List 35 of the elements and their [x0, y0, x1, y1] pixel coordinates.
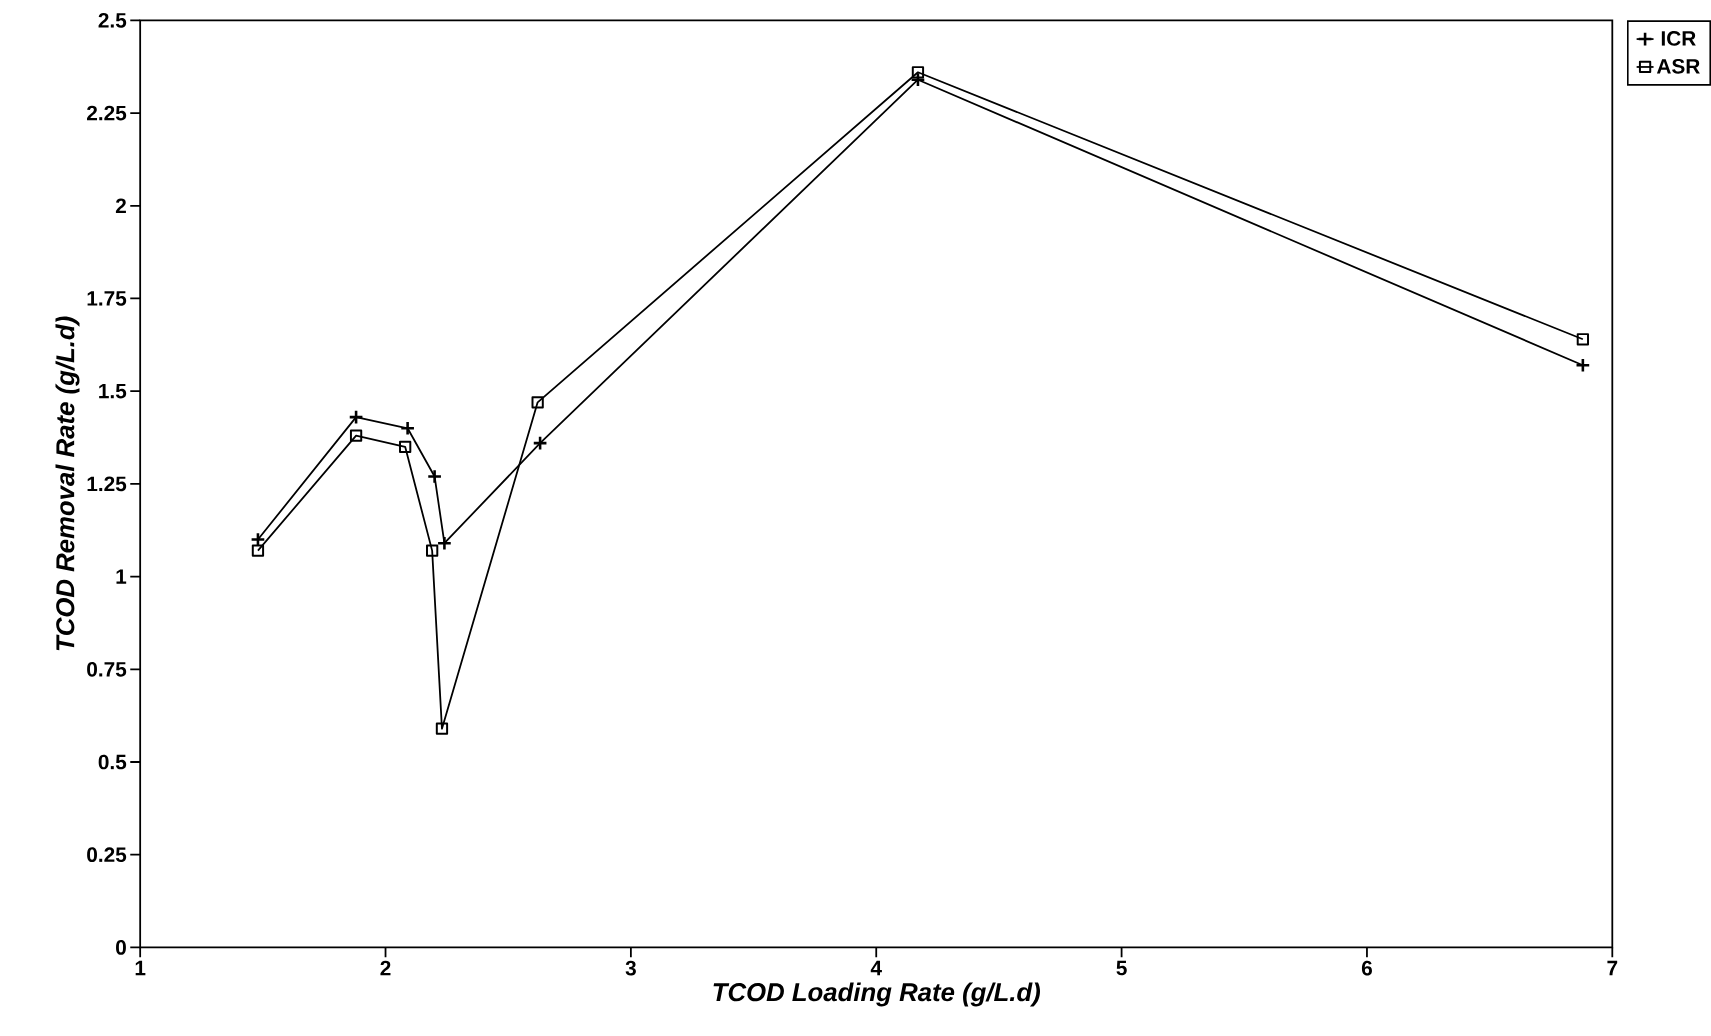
x-tick-label: 7 [1607, 960, 1618, 976]
point [1575, 357, 1591, 373]
x-tick-label: 3 [625, 960, 636, 976]
y-tick-label: 1.25 [87, 476, 127, 492]
point [251, 544, 265, 557]
y-tick-label: 2.5 [98, 13, 127, 28]
x-tick-label: 6 [1361, 960, 1372, 976]
x-tick-label: 1 [135, 960, 146, 976]
point [531, 396, 544, 409]
point [911, 66, 925, 79]
x-tick-label: 5 [1116, 960, 1127, 976]
point [426, 468, 443, 485]
x-tick-label: 2 [380, 960, 391, 976]
y-tick-label: 0 [116, 940, 126, 955]
point [435, 722, 449, 735]
y-axis-title: TCOD Removal Rate (g/L.d) [55, 316, 80, 651]
y-tick-label: 2.25 [87, 105, 127, 121]
point [532, 435, 548, 451]
point [348, 409, 364, 425]
point [910, 72, 926, 88]
point [399, 440, 412, 453]
x-axis-title: TCOD Loading Rate (g/L.d) [713, 982, 1041, 1007]
point [349, 429, 363, 442]
y-tick-label: 0.5 [98, 754, 127, 770]
y-tick-label: 2 [115, 198, 126, 214]
y-tick-label: 0.75 [87, 661, 127, 677]
point [399, 420, 416, 436]
y-tick-label: 1.5 [99, 383, 127, 399]
legend-label: ICR [1661, 31, 1696, 46]
y-tick-label: 1.75 [87, 291, 127, 306]
y-tick-label: 1 [116, 569, 127, 584]
legend-label: ASR [1656, 59, 1700, 74]
x-tick-label: 4 [870, 960, 882, 976]
point [1576, 333, 1589, 346]
y-tick-label: 0.25 [87, 847, 127, 863]
